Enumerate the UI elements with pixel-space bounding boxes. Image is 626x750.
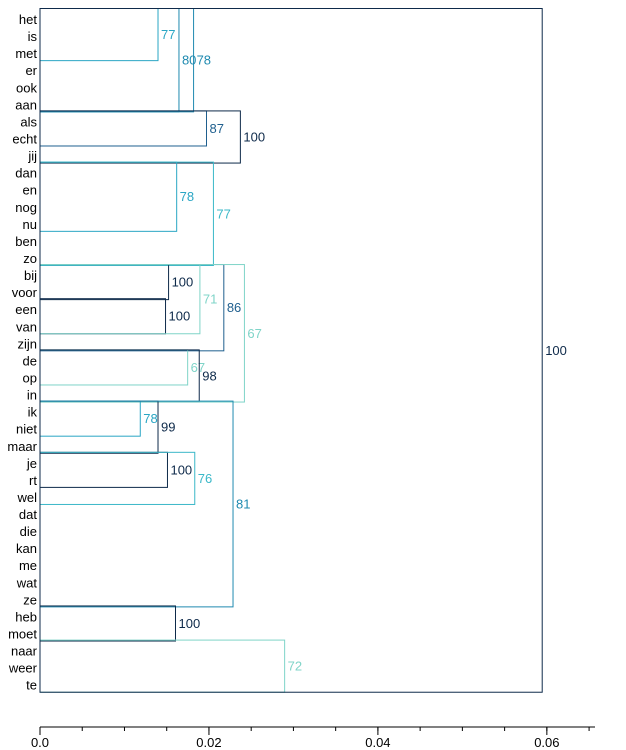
- cluster-support-label: 81: [236, 496, 250, 511]
- cluster-support-label: 100: [172, 275, 194, 290]
- leaf-label: het: [19, 12, 37, 27]
- cluster-box: [39, 264, 170, 301]
- leaf-label: ook: [16, 80, 37, 95]
- leaf-label: wat: [16, 575, 38, 590]
- leaf-labels: het is met er ook aan als echt jij dan en nog nu ben z…: [7, 12, 37, 693]
- leaf-label: naar: [11, 644, 38, 659]
- leaf-label: je: [26, 456, 37, 471]
- leaf-label: bij: [24, 268, 37, 283]
- cluster-support-label: 100: [169, 309, 191, 324]
- leaf-label: in: [27, 388, 37, 403]
- cluster-box: [39, 349, 200, 403]
- cluster-support-label: 86: [227, 300, 241, 315]
- cluster-box: [39, 8, 159, 62]
- cluster-support-label: 77: [161, 27, 175, 42]
- leaf-label: kan: [16, 541, 37, 556]
- cluster-box: [39, 161, 214, 266]
- leaf-label: rt: [29, 473, 37, 488]
- leaf-label: de: [23, 353, 37, 368]
- cluster-box: [39, 451, 168, 488]
- cluster-box: [39, 8, 543, 693]
- cluster-support-label: 78: [180, 189, 194, 204]
- cluster-box: [39, 264, 225, 352]
- cluster-support-label: 100: [178, 616, 200, 631]
- x-tick-label: 0.0: [31, 735, 49, 750]
- leaf-label: zo: [23, 251, 37, 266]
- leaf-label: te: [26, 678, 37, 693]
- cluster-support-label: 87: [210, 121, 224, 136]
- leaf-label: jij: [27, 149, 37, 164]
- cluster-box: [39, 110, 207, 147]
- cluster-support-label: 80: [182, 53, 196, 68]
- cluster-support-label: 100: [243, 129, 265, 144]
- x-axis: 0.0 0.02 0.04 0.06: [31, 726, 595, 750]
- leaf-label: op: [23, 370, 37, 385]
- leaf-label: ze: [23, 592, 37, 607]
- cluster-support-label: 100: [545, 343, 567, 358]
- leaf-label: me: [19, 558, 37, 573]
- leaf-label: moet: [8, 627, 37, 642]
- leaf-label: voor: [12, 285, 38, 300]
- cluster-support-label: 78: [143, 411, 157, 426]
- leaf-label: wel: [16, 490, 37, 505]
- leaf-label: is: [28, 29, 38, 44]
- leaf-label: niet: [16, 422, 37, 437]
- leaf-label: nog: [15, 200, 37, 215]
- leaf-label: een: [15, 302, 37, 317]
- leaf-label: dan: [15, 166, 37, 181]
- cluster-box: [39, 298, 167, 335]
- cluster-box: [39, 605, 176, 642]
- cluster-support-label: 72: [288, 659, 302, 674]
- cluster-box: [39, 110, 241, 164]
- x-tick-label: 0.06: [534, 735, 559, 750]
- leaf-label: dat: [19, 507, 37, 522]
- leaf-label: met: [15, 46, 37, 61]
- x-tick-label: 0.04: [365, 735, 390, 750]
- cluster-support-label: 99: [161, 420, 175, 435]
- leaf-label: en: [23, 183, 37, 198]
- leaf-label: die: [20, 524, 37, 539]
- leaf-label: maar: [7, 439, 37, 454]
- cluster-support-label: 98: [202, 368, 216, 383]
- cluster-support-label: 77: [216, 206, 230, 221]
- leaf-label: ik: [28, 405, 38, 420]
- cluster-box: [39, 349, 189, 386]
- cluster-box: [39, 400, 141, 437]
- cluster-box: [39, 451, 196, 505]
- cluster-support-label: 67: [247, 326, 261, 341]
- leaf-label: ben: [15, 234, 37, 249]
- leaf-label: er: [25, 63, 37, 78]
- leaf-label: van: [16, 319, 37, 334]
- cluster-support-label: 76: [198, 471, 212, 486]
- cluster-support-label: 71: [203, 292, 217, 307]
- cluster-support-label: 78: [197, 53, 211, 68]
- leaf-label: echt: [12, 131, 37, 146]
- leaf-label: zijn: [17, 336, 37, 351]
- leaf-label: aan: [15, 97, 37, 112]
- leaf-label: weer: [8, 661, 38, 676]
- cluster-box: [39, 639, 286, 693]
- cluster-support-label: 67: [191, 360, 205, 375]
- leaf-label: nu: [23, 217, 37, 232]
- x-tick-label: 0.02: [196, 735, 221, 750]
- cluster-box: [39, 161, 178, 232]
- leaf-label: als: [20, 114, 37, 129]
- cluster-support-label: 100: [170, 462, 192, 477]
- leaf-label: heb: [15, 609, 37, 624]
